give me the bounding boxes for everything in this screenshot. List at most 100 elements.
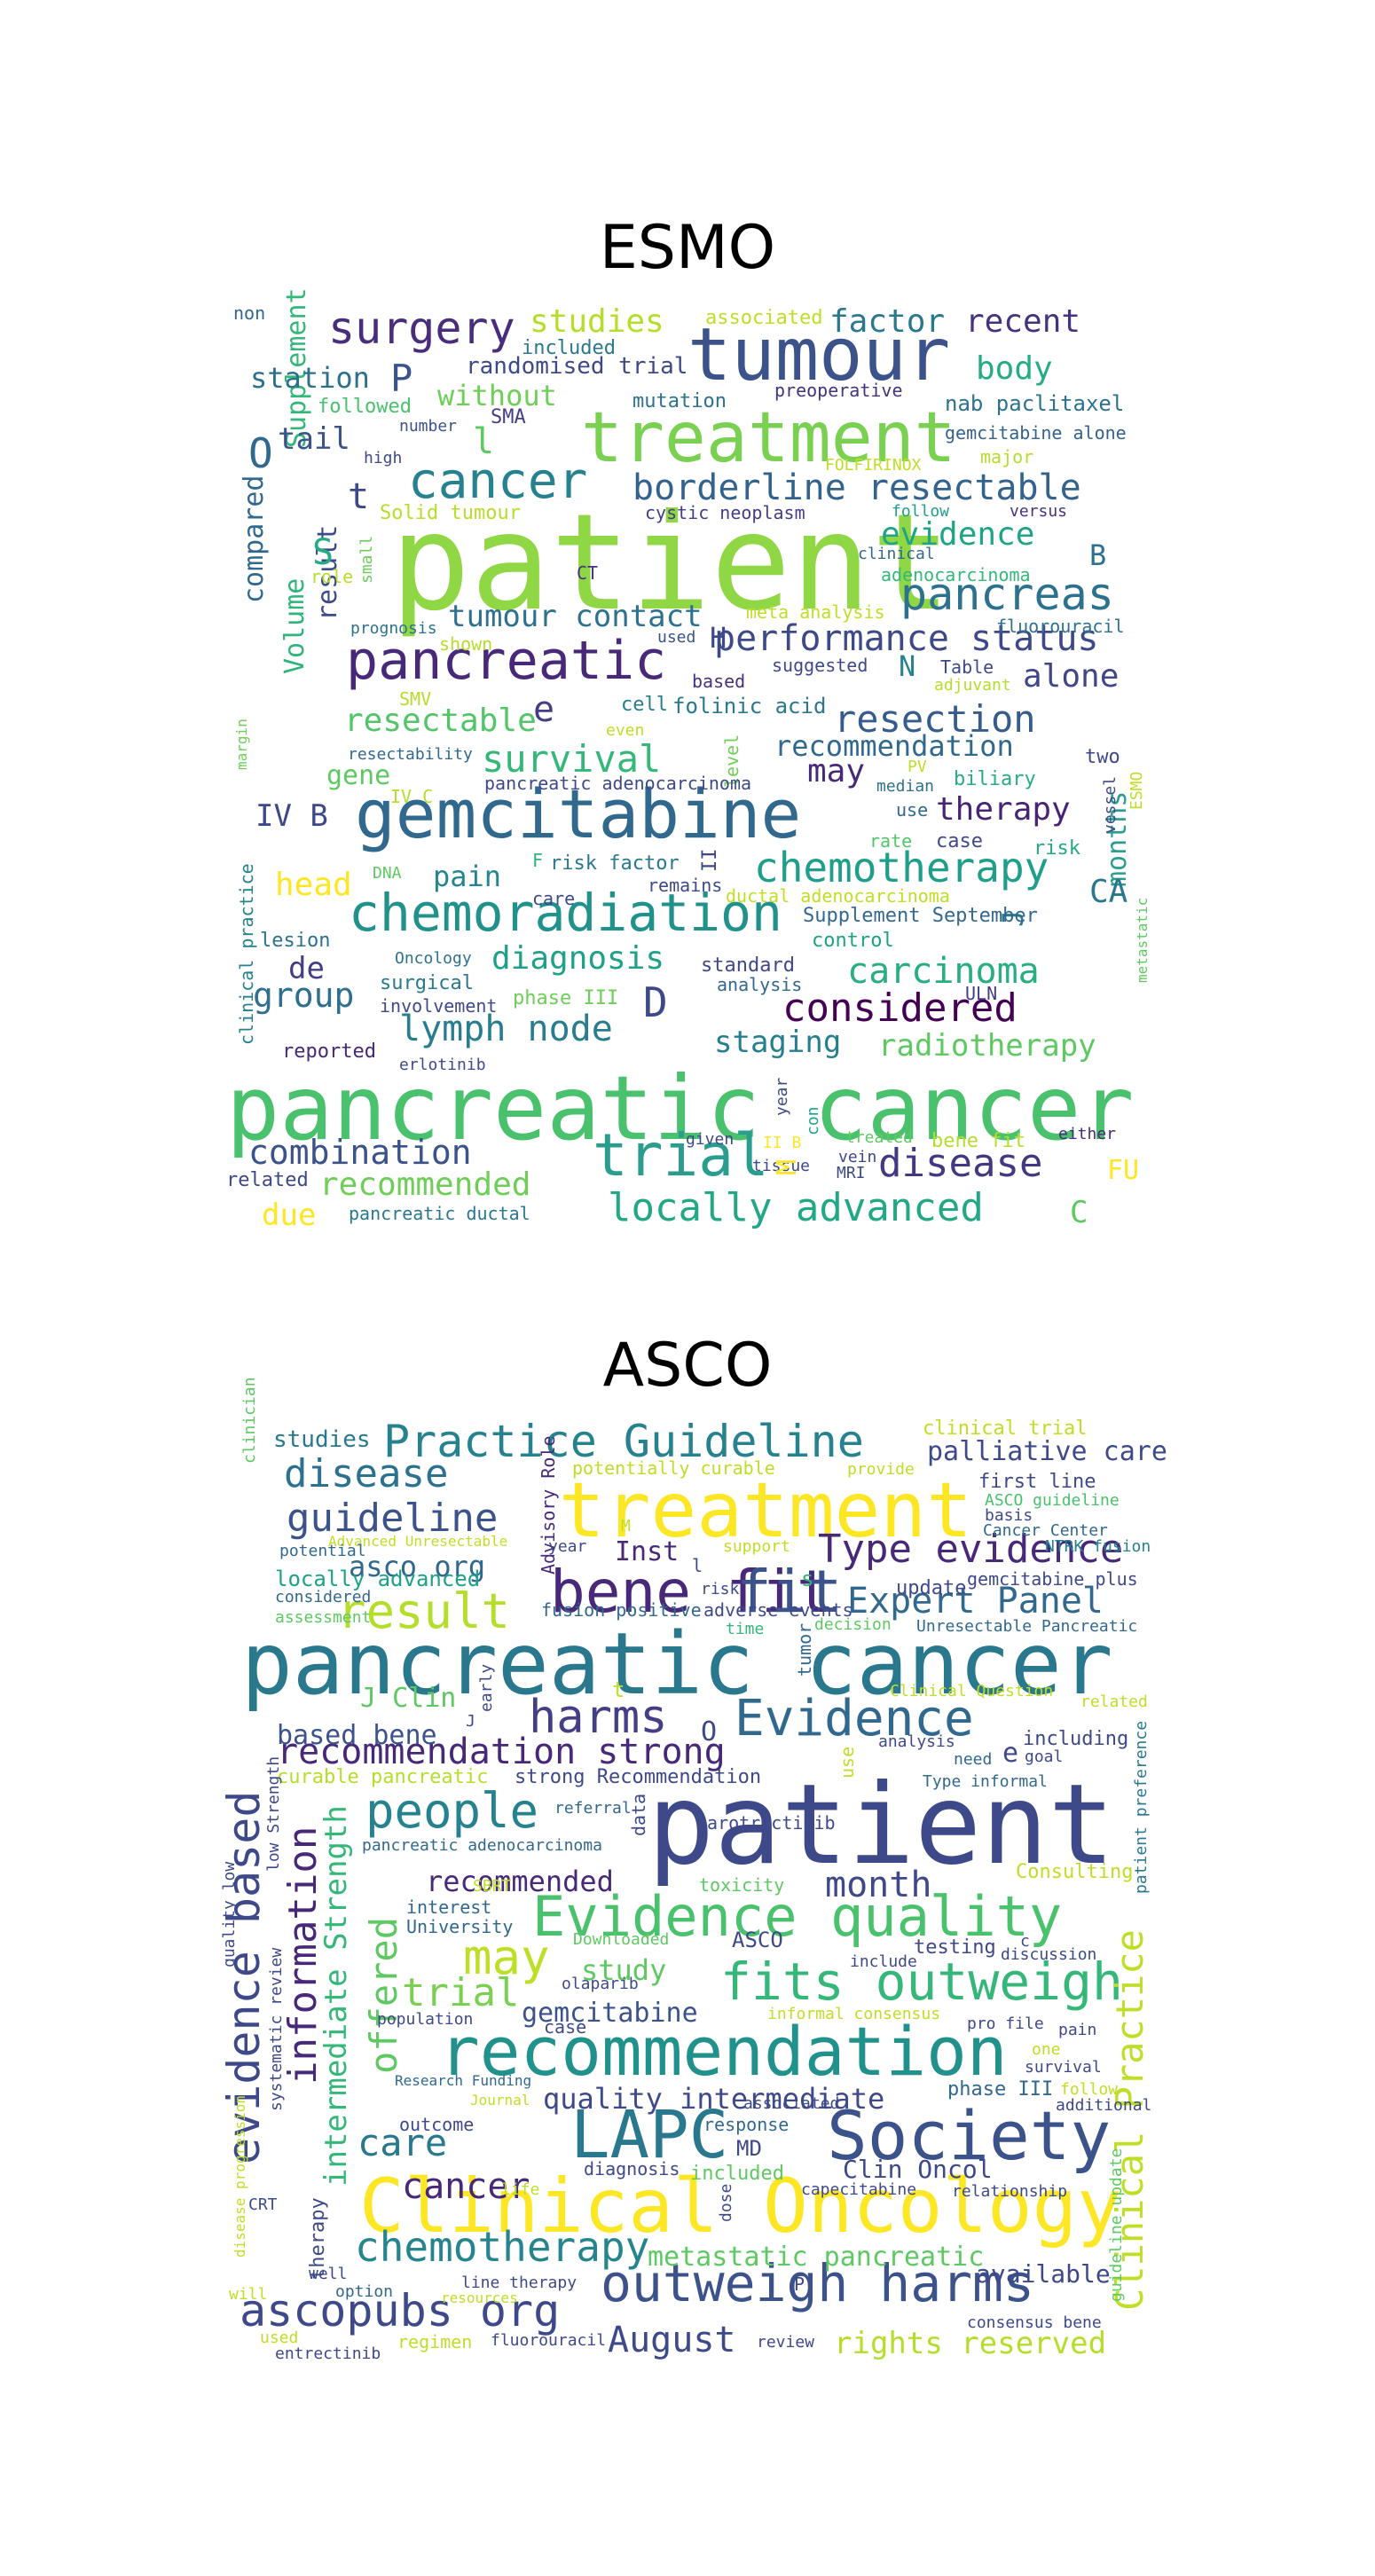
cloud-word: LAPC: [570, 2097, 729, 2173]
cloud-word: bene fit: [931, 1130, 1025, 1152]
cloud-word: tumor: [794, 1622, 815, 1677]
cloud-word: treatment: [581, 398, 956, 478]
cloud-word: Table: [940, 656, 994, 678]
cloud-word: treated: [845, 1128, 913, 1147]
cloud-word: interest: [406, 1897, 492, 1918]
cloud-word: N: [899, 649, 916, 683]
cloud-word: two: [1085, 746, 1120, 768]
cloud-word: Clin Oncol: [843, 2155, 993, 2184]
cloud-word: information: [280, 1826, 326, 2085]
cloud-word: J: [466, 1712, 475, 1731]
cloud-word: line therapy: [461, 2274, 578, 2292]
cloud-word: major: [980, 446, 1034, 467]
cloud-word: phase III: [513, 987, 619, 1009]
cloud-word: MD: [736, 2136, 762, 2161]
cloud-word: H: [710, 621, 727, 655]
cloud-word: ductal adenocarcinoma: [726, 885, 950, 907]
cloud-word: cell: [621, 694, 668, 716]
cloud-word: pancreatic cancer: [226, 1056, 1135, 1160]
cloud-word: Unresectable Pancreatic: [916, 1617, 1138, 1636]
cloud-word: FU: [1107, 1155, 1140, 1186]
cloud-word: Evidence quality: [532, 1884, 1063, 1949]
cloud-word: station: [250, 361, 370, 395]
cloud-word: therapy: [936, 791, 1071, 828]
cloud-word: C: [1070, 1195, 1088, 1230]
cloud-word: toxicity: [699, 1874, 785, 1896]
cloud-word: locally advanced: [608, 1185, 984, 1230]
cloud-word: used: [657, 628, 696, 647]
cloud-word: group: [253, 976, 355, 1015]
cloud-word: Clinical Question: [890, 1682, 1054, 1700]
cloud-word: even: [606, 721, 645, 740]
cloud-word: vein: [838, 1148, 877, 1166]
cloud-word: data: [628, 1793, 649, 1836]
cloud-word: evidence: [881, 516, 1035, 553]
cloud-word: may: [807, 753, 866, 789]
cloud-word: l: [692, 1555, 703, 1576]
cloud-word: clinical trial: [923, 1418, 1088, 1440]
cloud-word: Inst: [615, 1536, 680, 1567]
cloud-word: olaparib: [562, 1975, 639, 1993]
cloud-word: PV: [908, 758, 927, 776]
cloud-word: gemcitabine plus: [967, 1568, 1138, 1590]
cloud-word: folinic acid: [672, 694, 827, 719]
cloud-word: O: [248, 429, 273, 477]
cloud-word: adjuvant: [934, 676, 1011, 695]
cloud-word: University: [406, 1916, 514, 1937]
cloud-word: Cancer Center: [983, 1521, 1108, 1540]
cloud-word: clinician: [240, 1377, 259, 1464]
cloud-word: will: [229, 2285, 268, 2304]
cloud-word: chemotherapy: [754, 844, 1049, 891]
cloud-word: regimen: [397, 2331, 473, 2352]
cloud-word: involvement: [380, 995, 498, 1017]
cloud-word: gemcitabine alone: [945, 422, 1127, 444]
cloud-word: either: [1058, 1125, 1117, 1143]
cloud-word: use: [896, 799, 929, 821]
cloud-word: locally advanced: [275, 1567, 481, 1591]
cloud-word: nab paclitaxel: [945, 391, 1125, 416]
cloud-word: potential: [279, 1542, 366, 1560]
cloud-word: pancreatic cancer: [241, 1614, 1113, 1714]
cloud-word: phase III: [947, 2078, 1054, 2101]
cloud-word: cancer: [402, 2166, 530, 2207]
cloud-word: offered: [362, 1916, 405, 2074]
cloud-word: Solid tumour: [380, 502, 521, 524]
cloud-word: fusion positive: [541, 1599, 702, 1621]
cloud-word: c: [1020, 1932, 1030, 1951]
cloud-word: case: [936, 830, 983, 852]
cloud-word: tail: [278, 421, 350, 457]
cloud-word: diagnosis: [584, 2158, 680, 2179]
cloud-word: recommended: [319, 1166, 531, 1203]
cloud-word: meta analysis: [746, 601, 885, 623]
cloud-word: gemcitabine: [522, 1998, 698, 2029]
cloud-word: option: [335, 2282, 394, 2301]
cloud-word: median: [876, 777, 935, 796]
cloud-word: borderline resectable: [632, 467, 1081, 508]
cloud-word: associated: [705, 307, 823, 329]
cloud-word: resources: [441, 2289, 518, 2306]
cloud-word: trial: [593, 1121, 769, 1190]
cloud-word: support: [723, 1537, 790, 1556]
cloud-word: Type evidence: [818, 1527, 1124, 1572]
cloud-word: result: [337, 1583, 511, 1639]
cloud-word: SMV: [399, 688, 432, 710]
cloud-word: Evidence: [735, 1690, 974, 1747]
cloud-word: given: [686, 1130, 735, 1149]
cloud-word: fluorouracil: [491, 2331, 607, 2350]
cloud-word: goal: [1025, 1747, 1064, 1766]
cloud-word: rate: [869, 830, 913, 852]
cloud-word: S: [312, 532, 334, 573]
cloud-word: disease: [878, 1141, 1043, 1186]
cloud-word: ascopubs org: [240, 2285, 561, 2336]
cloud-word: early: [477, 1663, 496, 1712]
cloud-word: Type informal: [923, 1772, 1048, 1791]
cloud-word: mutation: [632, 390, 727, 412]
cloud-word: follow: [1060, 2080, 1119, 2099]
cloud-word: J Clin: [360, 1683, 457, 1714]
cloud-word: related: [1080, 1692, 1148, 1711]
cloud-word: biliary: [954, 768, 1036, 790]
cloud-word: number: [399, 417, 458, 436]
cloud-word: include: [850, 1952, 917, 1971]
cloud-word: IV C: [390, 786, 434, 807]
cloud-word: Expert Panel: [847, 1581, 1104, 1622]
